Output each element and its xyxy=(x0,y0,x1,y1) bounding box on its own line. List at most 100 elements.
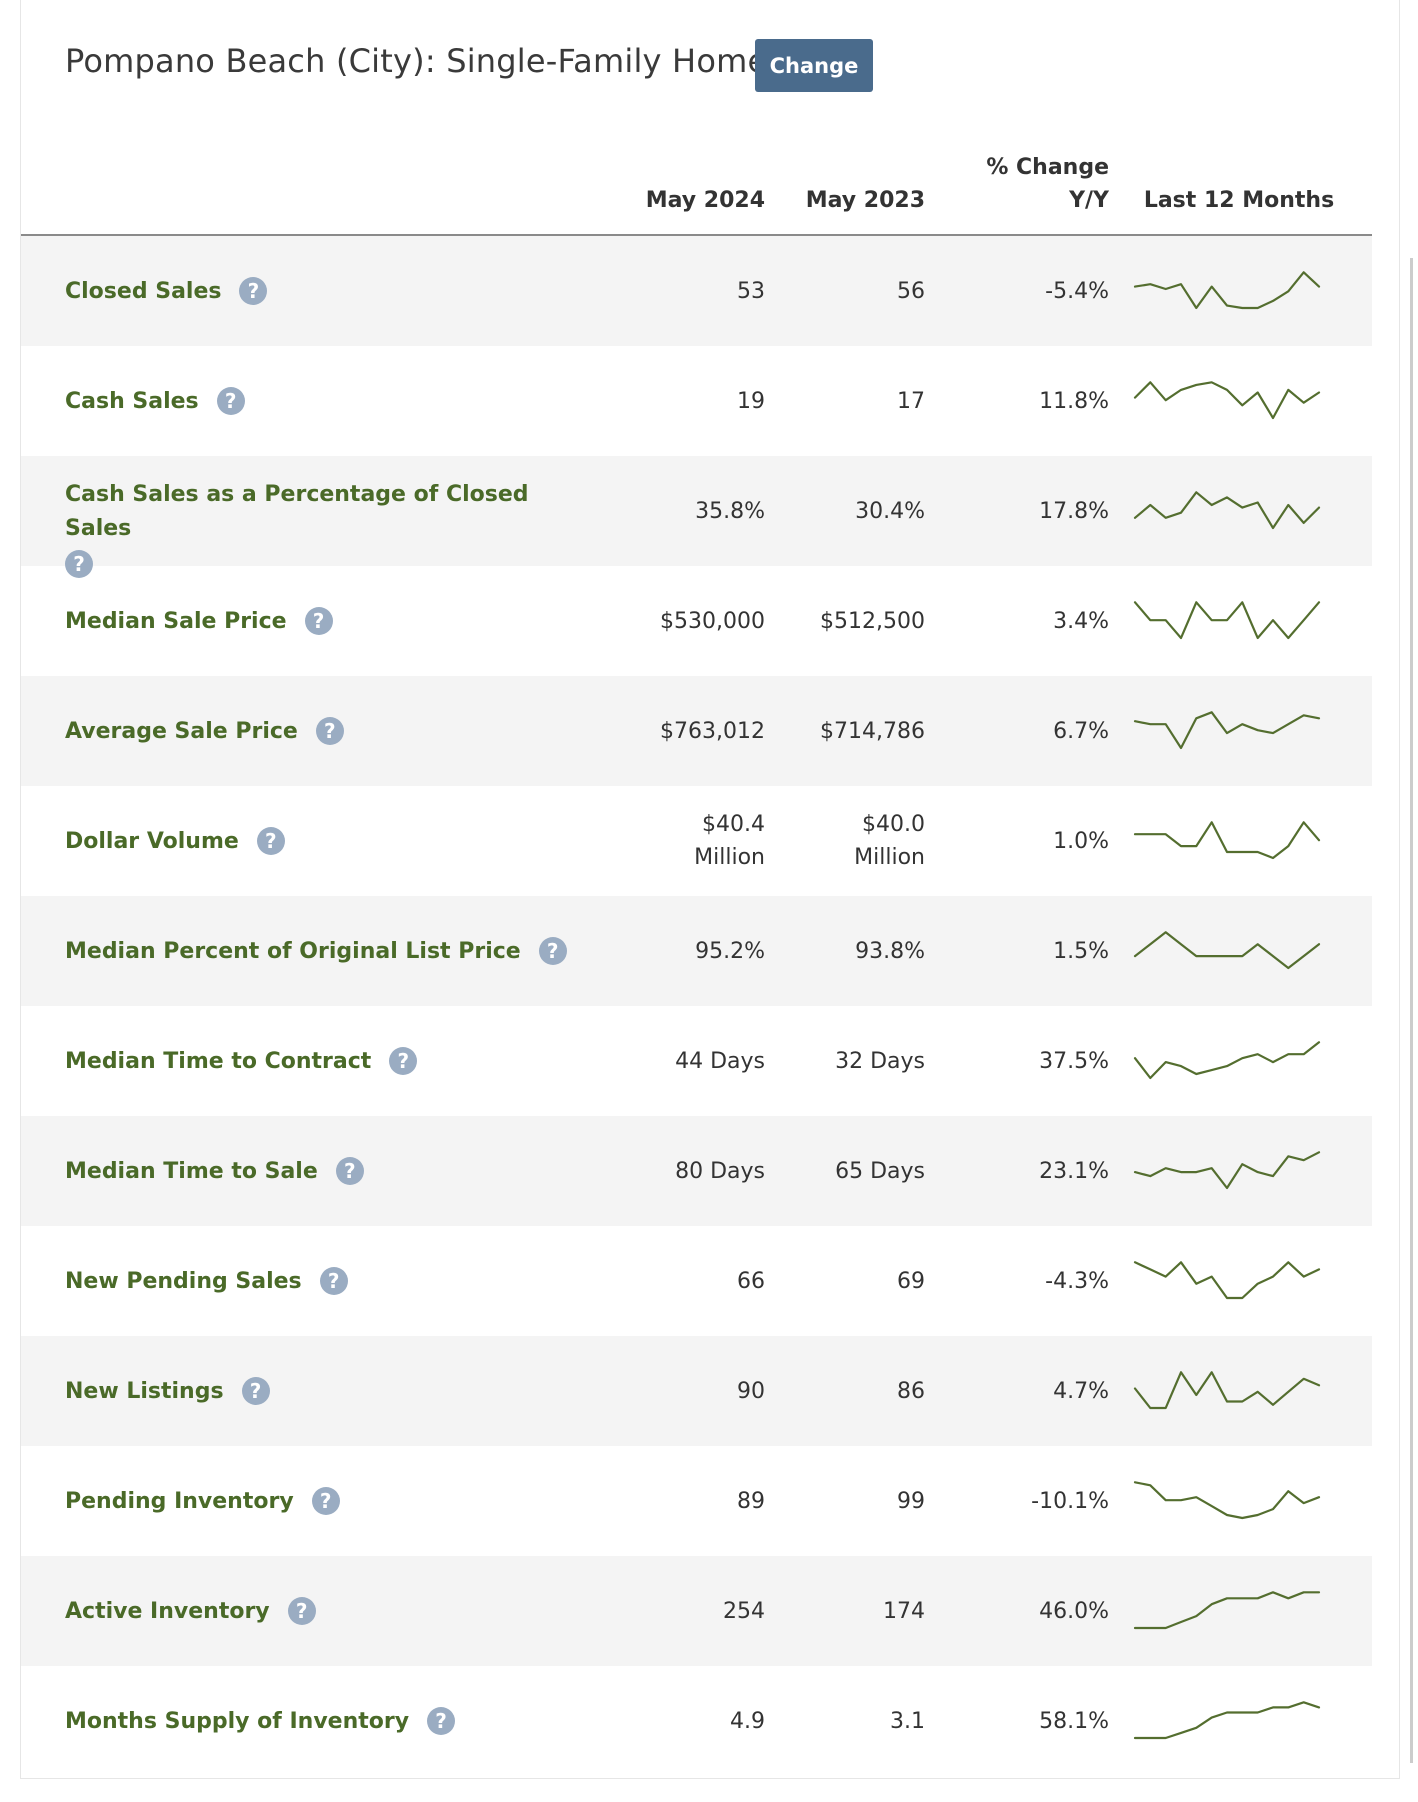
current-value-text: 254 xyxy=(723,1598,765,1624)
metric-name[interactable]: Pending Inventory? xyxy=(65,1446,340,1556)
sparkline-path xyxy=(1133,381,1321,420)
pct-change-value-text: 37.5% xyxy=(1039,1048,1109,1074)
column-header-previous: May 2023 xyxy=(805,188,925,213)
table-row: Cash Sales? 19 17 11.8% xyxy=(21,346,1372,456)
current-value-text: 66 xyxy=(737,1268,765,1294)
pct-change-value-text: 58.1% xyxy=(1039,1708,1109,1734)
table-row: Pending Inventory? 89 99 -10.1% xyxy=(21,1446,1372,1556)
previous-value: 174 xyxy=(765,1556,925,1666)
metric-label: Median Percent of Original List Price xyxy=(65,938,521,964)
column-header-pct-line1: % Change xyxy=(986,155,1109,180)
sparkline-path xyxy=(1133,1261,1321,1300)
previous-value: 32 Days xyxy=(765,1006,925,1116)
pct-change-value: 11.8% xyxy=(949,346,1109,456)
metric-name[interactable]: Median Time to Contract? xyxy=(65,1006,418,1116)
metric-name[interactable]: Cash Sales as a Percentage of Closed Sal… xyxy=(65,456,585,578)
help-icon[interactable]: ? xyxy=(335,1157,364,1185)
table-row: Median Time to Sale? 80 Days 65 Days 23.1% xyxy=(21,1116,1372,1226)
trend-sparkline xyxy=(1133,1591,1321,1630)
help-icon[interactable]: ? xyxy=(256,827,285,855)
trend-sparkline xyxy=(1133,491,1321,530)
help-icon[interactable]: ? xyxy=(239,277,268,305)
previous-value-text: 93.8% xyxy=(855,938,925,964)
sparkline-path xyxy=(1133,1701,1321,1740)
metric-name[interactable]: New Listings? xyxy=(65,1336,270,1446)
help-icon[interactable]: ? xyxy=(389,1047,418,1075)
pct-change-value-text: -5.4% xyxy=(1045,278,1109,304)
current-value-text: $40.4 xyxy=(702,812,765,837)
current-value-text: 4.9 xyxy=(730,1708,765,1734)
sparkline-path xyxy=(1133,271,1321,310)
metric-name[interactable]: Months Supply of Inventory? xyxy=(65,1666,456,1776)
current-value: 4.9 xyxy=(605,1666,765,1776)
metric-name[interactable]: Cash Sales? xyxy=(65,346,245,456)
metric-name[interactable]: Median Time to Sale? xyxy=(65,1116,364,1226)
help-icon[interactable]: ? xyxy=(216,387,245,415)
metric-label: Cash Sales as a Percentage of Closed Sal… xyxy=(65,482,529,541)
previous-value-text: $714,786 xyxy=(820,718,925,744)
previous-value: 65 Days xyxy=(765,1116,925,1226)
pct-change-value: -5.4% xyxy=(949,236,1109,346)
change-button[interactable]: Change xyxy=(755,39,873,92)
trend-sparkline xyxy=(1133,1151,1321,1190)
current-value: $40.4 Million xyxy=(605,786,765,896)
previous-value-text: Million xyxy=(854,845,925,870)
pct-change-value-text: 6.7% xyxy=(1053,718,1109,744)
help-icon[interactable]: ? xyxy=(315,717,344,745)
metrics-table: Closed Sales? 53 56 -5.4% Cash Sales? 19 17 11.… xyxy=(21,236,1372,1776)
table-row: Dollar Volume? $40.4 Million $40.0 Million 1.… xyxy=(21,786,1372,896)
sparkline-path xyxy=(1133,711,1321,750)
help-icon[interactable]: ? xyxy=(311,1487,340,1515)
metric-name[interactable]: Median Sale Price? xyxy=(65,566,333,676)
previous-value-text: 65 Days xyxy=(835,1158,925,1184)
scrollbar[interactable] xyxy=(1410,258,1413,1763)
previous-value-text: 86 xyxy=(897,1378,925,1404)
trend-sparkline xyxy=(1133,381,1321,420)
trend-sparkline xyxy=(1133,601,1321,640)
pct-change-value: -10.1% xyxy=(949,1446,1109,1556)
metric-name[interactable]: Closed Sales? xyxy=(65,236,268,346)
help-icon[interactable]: ? xyxy=(538,937,567,965)
sparkline-path xyxy=(1133,491,1321,530)
sparkline-path xyxy=(1133,601,1321,640)
pct-change-value-text: 1.5% xyxy=(1053,938,1109,964)
metric-name[interactable]: Average Sale Price? xyxy=(65,676,344,786)
trend-sparkline xyxy=(1133,821,1321,860)
trend-sparkline xyxy=(1133,1261,1321,1300)
current-value-text: 35.8% xyxy=(695,498,765,524)
help-icon[interactable]: ? xyxy=(319,1267,348,1295)
sparkline-path xyxy=(1133,1371,1321,1410)
help-icon[interactable]: ? xyxy=(304,607,333,635)
pct-change-value-text: 46.0% xyxy=(1039,1598,1109,1624)
table-row: Median Sale Price? $530,000 $512,500 3.4% xyxy=(21,566,1372,676)
help-icon[interactable]: ? xyxy=(287,1597,316,1625)
metric-label: Median Sale Price xyxy=(65,608,287,634)
current-value-text: 44 Days xyxy=(675,1048,765,1074)
help-icon[interactable]: ? xyxy=(65,550,93,578)
previous-value: 93.8% xyxy=(765,896,925,1006)
metric-label: Months Supply of Inventory xyxy=(65,1708,410,1734)
previous-value: $40.0 Million xyxy=(765,786,925,896)
metric-name[interactable]: Active Inventory? xyxy=(65,1556,316,1666)
current-value: 66 xyxy=(605,1226,765,1336)
metric-name[interactable]: New Pending Sales? xyxy=(65,1226,348,1336)
metric-label: Closed Sales xyxy=(65,278,222,304)
pct-change-value-text: -4.3% xyxy=(1045,1268,1109,1294)
metric-name[interactable]: Dollar Volume? xyxy=(65,786,285,896)
help-icon[interactable]: ? xyxy=(427,1707,456,1735)
help-icon[interactable]: ? xyxy=(241,1377,270,1405)
current-value-text: 19 xyxy=(737,388,765,414)
current-value-text: 95.2% xyxy=(695,938,765,964)
current-value: 80 Days xyxy=(605,1116,765,1226)
previous-value: 3.1 xyxy=(765,1666,925,1776)
pct-change-value-text: 4.7% xyxy=(1053,1378,1109,1404)
pct-change-value-text: 23.1% xyxy=(1039,1158,1109,1184)
metric-name[interactable]: Median Percent of Original List Price? xyxy=(65,896,567,1006)
pct-change-value: -4.3% xyxy=(949,1226,1109,1336)
trend-sparkline xyxy=(1133,1481,1321,1520)
current-value: 44 Days xyxy=(605,1006,765,1116)
previous-value: 69 xyxy=(765,1226,925,1336)
sparkline-path xyxy=(1133,1481,1321,1520)
sparkline-path xyxy=(1133,821,1321,860)
current-value: $530,000 xyxy=(605,566,765,676)
